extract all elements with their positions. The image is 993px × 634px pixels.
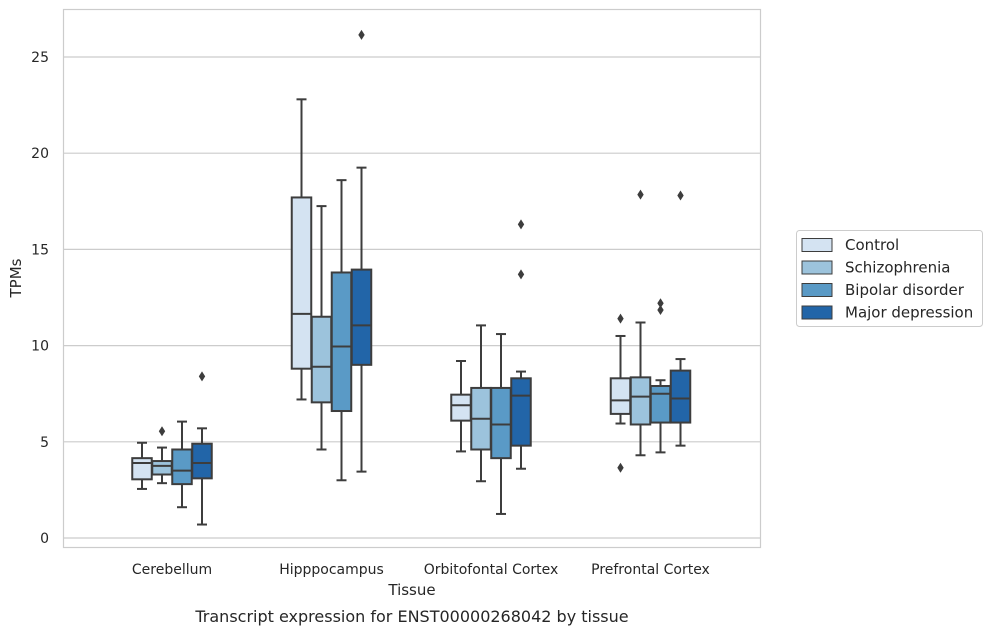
x-tick-label: Prefrontal Cortex — [591, 562, 710, 578]
box-group — [191, 371, 213, 526]
box — [171, 448, 193, 486]
outlier-point — [617, 313, 624, 324]
legend-label: Control — [845, 236, 899, 254]
box — [151, 460, 173, 476]
box — [290, 196, 313, 370]
box-group — [171, 420, 193, 509]
legend-swatch — [801, 283, 833, 297]
box — [510, 377, 532, 447]
gridlines — [63, 56, 760, 539]
outlier-point — [198, 371, 206, 382]
outlier-point — [517, 269, 525, 280]
legend-frame — [796, 230, 983, 327]
y-tick-label: 25 — [31, 50, 49, 66]
y-axis-label: TPMs — [7, 258, 25, 298]
y-tick-label: 10 — [31, 339, 49, 355]
box-group — [510, 219, 532, 470]
box — [330, 271, 353, 413]
plot-frame — [62, 8, 762, 549]
chart-caption: Transcript expression for ENST0000026804… — [194, 607, 628, 626]
box-group — [629, 189, 652, 457]
box — [350, 268, 373, 366]
box-group — [290, 98, 313, 401]
box-group — [330, 179, 353, 482]
legend: Control Schizophrenia Bipolar disorder Majo… — [796, 230, 983, 327]
outlier-point — [677, 190, 684, 201]
outlier-point — [637, 189, 644, 200]
outlier-point — [657, 305, 664, 316]
y-tick-label: 0 — [40, 531, 49, 547]
box-group — [450, 359, 472, 453]
box — [609, 377, 632, 415]
box-group — [609, 313, 632, 473]
legend-label: Schizophrenia — [845, 259, 950, 277]
box-group — [310, 205, 333, 451]
box-group — [490, 333, 512, 515]
outlier-point — [657, 298, 664, 309]
box — [191, 442, 213, 480]
y-tick-labels: 0 5 10 15 20 25 — [31, 50, 49, 547]
legend-swatch — [801, 260, 833, 275]
x-axis-label: Tissue — [387, 581, 435, 599]
outlier-point — [617, 462, 624, 473]
box — [649, 385, 672, 424]
outlier-point — [358, 29, 365, 40]
box — [490, 386, 512, 460]
box-group — [649, 298, 672, 454]
box — [131, 457, 153, 481]
y-tick-label: 5 — [40, 435, 49, 451]
box — [669, 369, 692, 424]
outlier-point — [158, 426, 166, 437]
y-tick-label: 15 — [31, 242, 49, 258]
x-tick-label: Cerebellum — [132, 562, 212, 578]
outlier-point — [517, 219, 525, 230]
box-layer — [131, 29, 692, 526]
legend-swatch — [801, 238, 833, 252]
box-group — [151, 426, 173, 485]
legend-swatch — [801, 305, 833, 320]
box — [629, 376, 652, 426]
x-tick-label: Hipppocampus — [279, 562, 384, 578]
x-tick-label: Orbitofontal Cortex — [424, 562, 559, 578]
box-group — [131, 441, 153, 490]
box — [310, 315, 333, 404]
legend-label: Major depression — [845, 304, 973, 322]
box-group — [669, 190, 692, 447]
y-tick-label: 20 — [31, 146, 49, 162]
box — [450, 393, 472, 422]
box-group — [350, 29, 373, 473]
x-tick-labels: Cerebellum Hipppocampus Orbitofontal Corte… — [132, 562, 710, 578]
box-group — [470, 324, 492, 483]
legend-label: Bipolar disorder — [845, 281, 965, 299]
